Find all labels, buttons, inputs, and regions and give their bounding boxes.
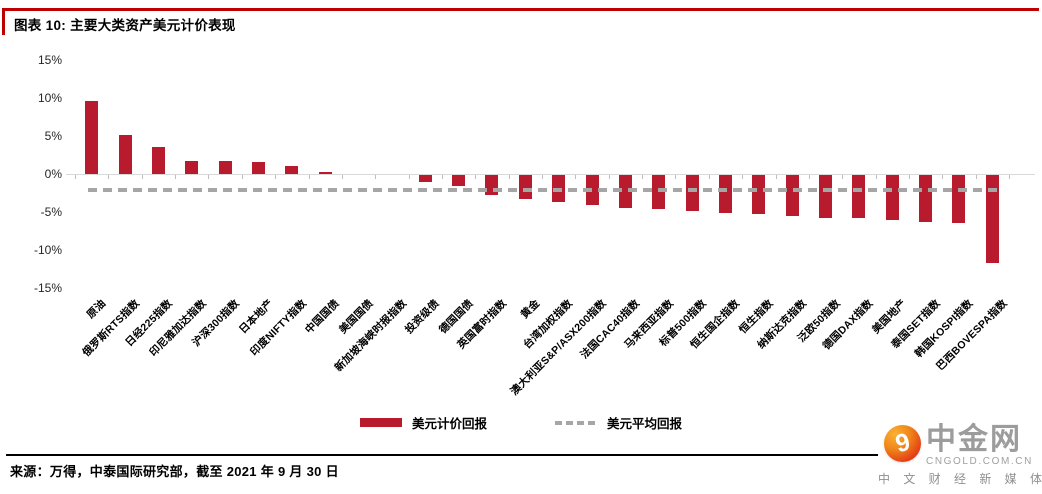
x-axis-tick-mark [1009, 175, 1010, 179]
bar-马来西亚指数 [652, 175, 666, 210]
bar-美国地产 [885, 175, 899, 220]
bar-原油 [85, 101, 99, 174]
x-axis-tick-mark [241, 175, 243, 179]
bar-巴西BOVESPA指数 [985, 175, 999, 264]
x-axis-baseline [66, 174, 1035, 175]
legend-dashed-line-swatch [555, 420, 597, 425]
bar-俄罗斯RTS指数 [118, 135, 132, 174]
bar-韩国KOSPI指数 [952, 175, 966, 223]
bar-泛欧50指数 [819, 175, 833, 218]
x-axis-label: 投资级债 [403, 297, 443, 337]
average-return-dashed-line [87, 187, 1001, 192]
bar-印度NIFTY指数 [285, 165, 299, 174]
title-left-red-rule [2, 8, 5, 35]
cngold-logo: 9 中金网 CNGOLD.COM.CN 中 文 财 经 新 媒 体 [878, 423, 1042, 487]
logo-name: 中金网 [926, 423, 1022, 456]
x-axis-label: 原油 [84, 297, 109, 322]
x-axis-tick-mark [808, 175, 810, 179]
x-axis-tick-mark [408, 175, 410, 179]
legend-bar-swatch [359, 418, 402, 427]
bar-泰国SET指数 [919, 175, 933, 223]
y-axis-tick-label: 0% [44, 167, 62, 181]
y-axis-tick-label: 5% [44, 129, 62, 143]
logo-tagline: 中 文 财 经 新 媒 体 [878, 472, 1042, 486]
legend-bar-series-label: 美元计价回报 [411, 417, 487, 431]
x-axis-tick-mark [275, 175, 277, 179]
x-axis-tick-mark [642, 175, 644, 179]
x-axis-tick-mark [775, 175, 777, 179]
bar-中国国债 [318, 171, 332, 174]
x-axis-tick-mark [908, 175, 910, 179]
x-axis-tick-mark [75, 175, 76, 179]
bar-日本地产 [251, 161, 265, 174]
chart-legend: 美元计价回报 美元平均回报 [0, 413, 1042, 432]
x-axis-label: 黄金 [518, 297, 543, 322]
x-axis-tick-mark [441, 175, 443, 179]
bar-印尼雅加达指数 [185, 161, 199, 174]
bar-投资级债 [418, 175, 432, 182]
top-red-rule [2, 8, 1039, 11]
bar-标普500指数 [685, 175, 699, 211]
bar-德国DAX指数 [852, 175, 866, 219]
legend-average-series-label: 美元平均回报 [607, 417, 683, 431]
x-axis-tick-mark [675, 175, 677, 179]
bar-沪深300指数 [218, 161, 232, 174]
bar-黄金 [518, 175, 532, 199]
x-axis-tick-mark [708, 175, 710, 179]
x-axis-tick-mark [308, 175, 310, 179]
x-axis-label: 中国国债 [303, 297, 343, 337]
x-axis-tick-mark [508, 175, 510, 179]
x-axis-tick-mark [175, 175, 177, 179]
y-axis-tick-label: -15% [33, 281, 62, 295]
y-axis-tick-label: 15% [37, 53, 62, 67]
x-axis-tick-mark [108, 175, 110, 179]
cngold-swirl-9-icon: 9 [884, 425, 921, 462]
figure-title: 图表 10: 主要大类资产美元计价表现 [14, 18, 236, 33]
bar-日经225指数 [151, 147, 165, 174]
x-axis-tick-mark [875, 175, 877, 179]
x-axis-tick-mark [475, 175, 477, 179]
x-axis-tick-mark [542, 175, 543, 179]
x-axis-tick-mark [608, 175, 610, 179]
x-axis-tick-mark [341, 175, 343, 179]
x-axis-tick-mark [842, 175, 844, 179]
x-axis-tick-mark [208, 175, 210, 179]
x-axis-tick-mark [975, 175, 977, 179]
footer-rule [6, 454, 878, 456]
x-axis-tick-mark [742, 175, 744, 179]
source-note: 来源：万得，中泰国际研究部，截至 2021 年 9 月 30 日 [10, 464, 339, 479]
x-axis-tick-mark [575, 175, 577, 179]
y-axis-tick-label: -10% [33, 243, 62, 257]
bar-德国国债 [452, 175, 466, 186]
bar-恒生指数 [752, 175, 766, 214]
y-axis-tick-label: -5% [40, 205, 62, 219]
x-axis-tick-mark [375, 175, 377, 179]
bar-恒生国企指数 [718, 175, 732, 213]
x-axis-tick-mark [942, 175, 944, 179]
bar-纳斯达克指数 [785, 175, 799, 217]
bar-chart-plot-area: 15% 10% 5% 0% -5% -10% -15% 原油 俄罗斯RTS指数 日经225指数 印尼… [33, 53, 1035, 398]
x-axis-tick-mark [141, 175, 143, 179]
logo-domain: CNGOLD.COM.CN [926, 456, 1033, 467]
y-axis-tick-label: 10% [37, 91, 62, 105]
